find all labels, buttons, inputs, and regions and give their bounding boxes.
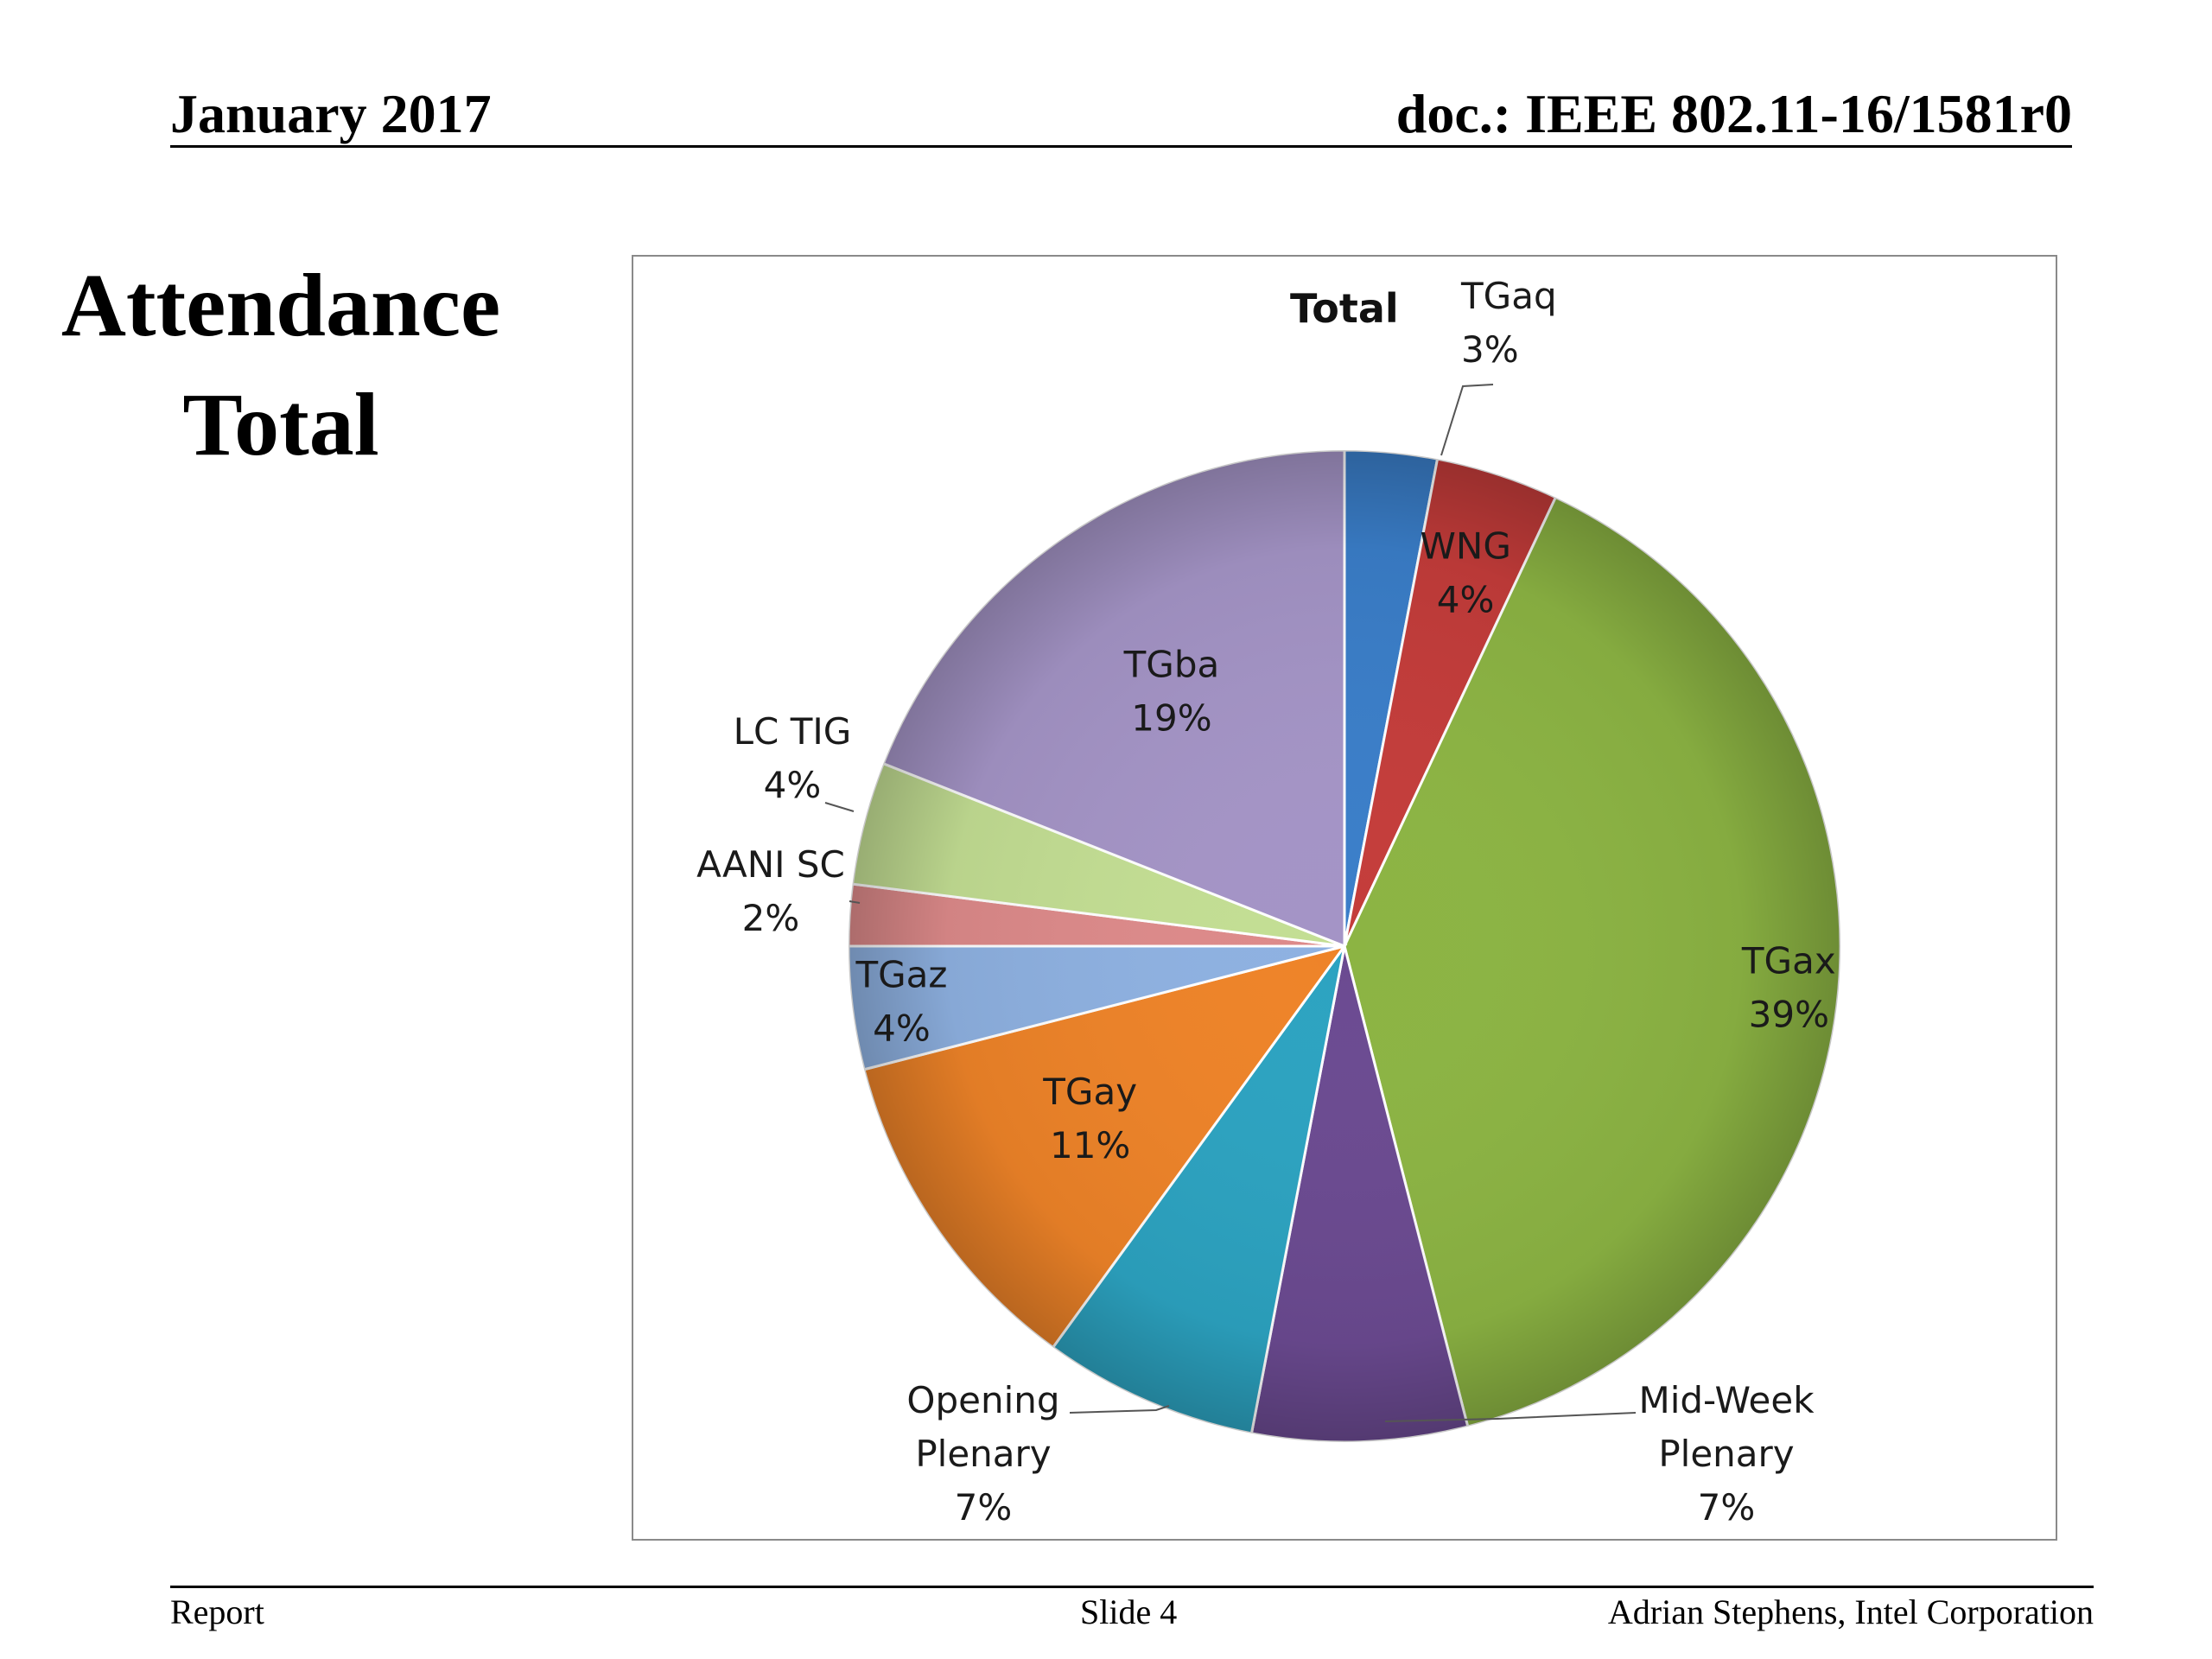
slice-name-lc-tig: LC TIG — [734, 710, 852, 753]
slice-label-lc-tig: LC TIG 4% — [734, 710, 852, 806]
slice-value-tgaq: 3% — [1461, 328, 1519, 371]
slide-title: Attendance Total — [26, 246, 536, 485]
slice-name-tgay: TGay — [1042, 1071, 1137, 1113]
leader-line-lc-tig — [824, 802, 855, 812]
slice-name-opening-plenary: Opening — [906, 1379, 1059, 1421]
slice-value-wng: 4% — [1437, 579, 1495, 621]
footer-author: Adrian Stephens, Intel Corporation — [1607, 1592, 2094, 1631]
slice-value-tgaz: 4% — [873, 1007, 931, 1050]
slice-name-mid-week-plenary: Mid-Week — [1638, 1379, 1815, 1421]
chart-frame: TGaq 3% WNG 4% TGax 39% Mid-Week Plenary 7% Openi… — [632, 255, 2057, 1541]
slice-label-tgax: TGax 39% — [1741, 940, 1836, 1036]
slice-label-mid-week-plenary: Mid-Week Plenary 7% — [1638, 1379, 1815, 1529]
leader-line-mid-week-plenary — [1384, 1412, 1637, 1422]
slice-value-opening-plenary: 7% — [955, 1486, 1013, 1529]
slice-label-wng: WNG 4% — [1420, 525, 1511, 621]
slice-label-tgay: TGay 11% — [1042, 1071, 1137, 1166]
leader-line-tgaq — [1440, 384, 1494, 456]
slice-name-tgba: TGba — [1123, 644, 1220, 686]
slice-value-lc-tig: 4% — [764, 764, 822, 806]
slice-value-tgay: 11% — [1050, 1124, 1130, 1166]
slice-label-tgaz: TGaz 4% — [855, 954, 947, 1050]
slice-label-aani-sc: AANI SC 2% — [696, 843, 845, 939]
slide-title-line2: Total — [182, 375, 379, 474]
slice-value-tgba: 19% — [1131, 697, 1211, 740]
slice-value-tgax: 39% — [1749, 994, 1829, 1036]
footer-rule — [170, 1586, 2094, 1588]
slide-title-line1: Attendance — [60, 256, 501, 355]
slice-labels: TGaq 3%WNG 4%TGax 39%Mid-Week Plenary 7%Openi… — [696, 275, 1836, 1529]
header-date: January 2017 — [170, 83, 492, 144]
slice-name-mid-week-plenary: Plenary — [1658, 1433, 1794, 1475]
slice-name-tgax: TGax — [1741, 940, 1836, 982]
leader-line-opening-plenary — [1069, 1405, 1170, 1414]
slice-label-tgba: TGba 19% — [1123, 644, 1220, 740]
slice-name-aani-sc: AANI SC — [696, 843, 845, 886]
pie-chart: TGaq 3%WNG 4%TGax 39%Mid-Week Plenary 7%Openi… — [696, 275, 1842, 1529]
leader-line-aani-sc — [849, 900, 861, 904]
chart-title: Total — [1290, 285, 1399, 332]
leader-lines — [824, 384, 1637, 1422]
footer-slide-number: Slide 4 — [1080, 1592, 1178, 1631]
header-rule — [170, 145, 2072, 148]
slice-name-wng: WNG — [1420, 525, 1511, 568]
slice-name-opening-plenary: Plenary — [915, 1433, 1051, 1475]
pie-slices — [847, 448, 1842, 1444]
header-doc-id: doc.: IEEE 802.11-16/1581r0 — [1395, 83, 2072, 144]
slice-value-aani-sc: 2% — [742, 897, 800, 939]
slice-label-opening-plenary: Opening Plenary 7% — [906, 1379, 1059, 1529]
slice-name-tgaz: TGaz — [855, 954, 947, 996]
footer-left: Report — [170, 1592, 264, 1631]
slice-label-tgaq: TGaq 3% — [1460, 275, 1557, 371]
slice-name-tgaq: TGaq — [1460, 275, 1557, 317]
slice-value-mid-week-plenary: 7% — [1698, 1486, 1756, 1529]
